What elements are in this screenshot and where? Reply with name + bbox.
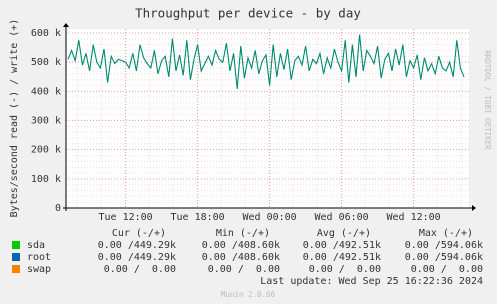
x-tick-label: Wed 06:00	[315, 212, 369, 223]
axis-arrow	[472, 205, 476, 211]
legend-stat: 0.00 / 0.00	[309, 264, 381, 275]
x-tick-label: Wed 12:00	[387, 212, 441, 223]
y-tick-label: 400 k	[31, 86, 61, 97]
side-label: RRDTOOL / TOBI OETIKER	[483, 50, 492, 150]
legend-swatch	[12, 241, 20, 249]
y-tick-label: 100 k	[31, 174, 61, 185]
y-tick-label: 200 k	[31, 145, 61, 156]
legend-entry: root	[27, 252, 51, 263]
legend-stat: 0.00 /408.60k	[202, 240, 280, 251]
legend-entry: swap	[27, 264, 51, 275]
credit: Munin 2.0.66	[221, 290, 276, 299]
chart-title: Throughput per device - by day	[135, 6, 361, 21]
y-tick-label: 500 k	[31, 57, 61, 68]
legend-header: Avg (-/+)	[317, 228, 371, 239]
legend-stat: 0.00 / 0.00	[104, 264, 176, 275]
y-tick-label: 600 k	[31, 28, 61, 39]
y-axis-label: Bytes/second read (-) / write (+)	[9, 19, 20, 218]
legend-stat: 0.00 /492.51k	[303, 240, 381, 251]
legend-stat: 0.00 /594.06k	[405, 240, 483, 251]
axis-arrow	[63, 23, 69, 27]
legend-swatch	[12, 253, 20, 261]
legend-stat: 0.00 /449.29k	[98, 252, 176, 263]
x-tick-label: Tue 18:00	[171, 212, 225, 223]
plot-area	[66, 29, 469, 208]
legend-header: Min (-/+)	[216, 228, 270, 239]
legend-stat: 0.00 /408.60k	[202, 252, 280, 263]
x-tick-label: Wed 00:00	[243, 212, 297, 223]
legend-stat: 0.00 /449.29k	[98, 240, 176, 251]
series-line	[67, 34, 465, 89]
legend-stat: 0.00 / 0.00	[208, 264, 280, 275]
x-tick-label: Tue 12:00	[99, 212, 153, 223]
legend-swatch	[12, 265, 20, 273]
legend-stat: 0.00 /492.51k	[303, 252, 381, 263]
footer: Last update: Wed Sep 25 16:22:36 2024	[260, 276, 483, 287]
legend-stat: 0.00 /594.06k	[405, 252, 483, 263]
legend-stat: 0.00 / 0.00	[411, 264, 483, 275]
legend-entry: sda	[27, 240, 45, 251]
y-tick-label: 300 k	[31, 116, 61, 127]
legend-header: Max (-/+)	[419, 228, 473, 239]
legend-header: Cur (-/+)	[112, 228, 166, 239]
y-tick-label: 0	[55, 203, 61, 214]
